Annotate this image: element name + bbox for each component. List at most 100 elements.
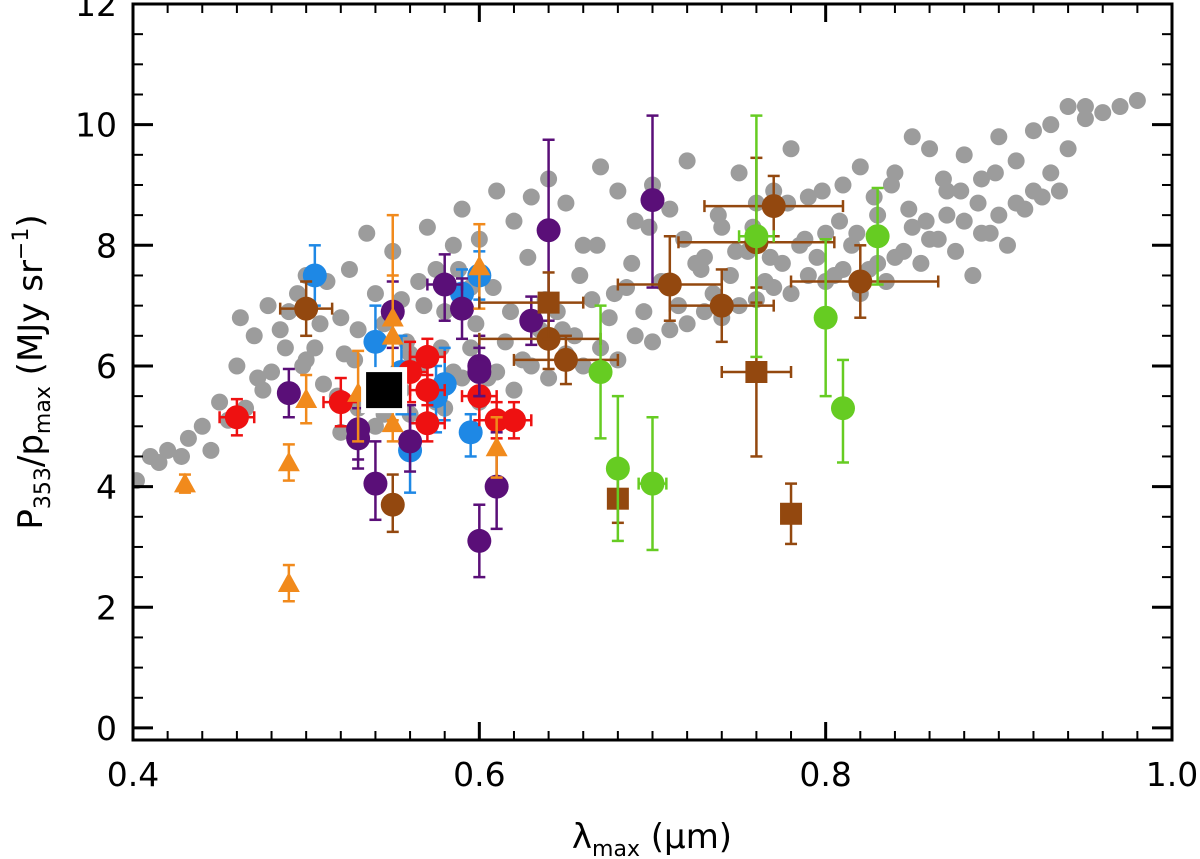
gray-cloud-point	[721, 266, 739, 284]
gray-cloud-point	[782, 140, 800, 158]
green-point	[588, 304, 613, 440]
purple-marker	[432, 272, 457, 297]
gray-cloud-point	[505, 212, 523, 230]
gray-cloud-point	[973, 224, 991, 242]
gray-cloud-point	[791, 236, 809, 254]
gray-cloud-point	[249, 369, 267, 387]
orange-marker	[381, 324, 404, 345]
gray-cloud-point	[496, 333, 514, 351]
brown-squares-marker	[537, 291, 560, 314]
gray-cloud-point	[245, 327, 263, 345]
gray-cloud-point	[986, 164, 1004, 182]
gray-cloud-point	[259, 297, 277, 315]
purple-point	[450, 277, 475, 341]
purple-point	[467, 503, 492, 579]
gray-cloud-point	[1042, 116, 1060, 134]
purple-point	[276, 367, 301, 419]
gray-cloud-point	[1094, 104, 1112, 122]
gray-cloud-point	[773, 254, 791, 272]
gray-cloud-point	[644, 333, 661, 351]
orange-marker	[277, 572, 300, 592]
orange-point	[468, 222, 491, 310]
gray-cloud-point	[306, 339, 324, 357]
gray-cloud-point	[1042, 164, 1060, 182]
x-tick-label: 1.0	[1146, 755, 1198, 794]
orange-marker	[173, 472, 196, 493]
gray-cloud-point	[1076, 98, 1094, 116]
gray-cloud-point	[834, 176, 852, 194]
green-marker	[605, 456, 630, 481]
purple-marker	[450, 296, 475, 321]
brown-squares-marker	[780, 502, 803, 525]
purple-marker	[467, 528, 492, 553]
red-marker	[224, 405, 249, 430]
gray-cloud-layer	[133, 92, 1146, 490]
brown-circles-marker	[380, 492, 405, 517]
red-marker	[501, 408, 526, 433]
green-point	[605, 394, 630, 543]
gray-cloud-point	[609, 182, 627, 200]
gray-cloud-point	[1111, 98, 1129, 116]
orange-marker	[468, 255, 491, 276]
gray-cloud-point	[851, 158, 869, 176]
gray-cloud-point	[574, 357, 592, 375]
x-tick-label: 0.4	[107, 755, 159, 794]
gray-cloud-point	[600, 309, 618, 327]
gray-cloud-point	[1007, 194, 1025, 212]
gray-cloud-point	[346, 351, 364, 369]
green-marker	[640, 471, 665, 496]
gray-cloud-point	[661, 200, 679, 218]
gray-cloud-point	[583, 291, 601, 309]
gray-cloud-point	[998, 236, 1016, 254]
red-marker	[415, 411, 440, 436]
gray-cloud-point	[410, 273, 428, 291]
orange-marker	[295, 388, 318, 408]
green-marker	[588, 360, 613, 384]
orange-point	[173, 472, 196, 494]
x-tick-label: 0.6	[453, 755, 505, 794]
gray-cloud-point	[150, 453, 168, 471]
gray-cloud-point	[172, 447, 190, 465]
brown-squares-point	[478, 271, 585, 341]
gray-cloud-point	[817, 224, 835, 242]
gray-cloud-point	[522, 188, 540, 206]
gray-cloud-point	[955, 146, 973, 164]
green-marker	[813, 305, 838, 330]
gray-cloud-point	[488, 182, 506, 200]
gray-cloud-point	[358, 224, 376, 242]
gray-cloud-point	[349, 321, 367, 339]
green-point	[637, 415, 668, 552]
brown-squares-point	[780, 482, 803, 546]
gray-cloud-point	[661, 321, 679, 339]
gray-cloud-point	[886, 248, 904, 266]
brown-circles-marker	[553, 347, 578, 372]
green-point	[830, 358, 855, 464]
gray-cloud-point	[799, 266, 817, 284]
brown-circles-marker	[709, 293, 734, 318]
gray-cloud-point	[865, 188, 883, 206]
gray-cloud-point	[969, 194, 987, 212]
red-point	[218, 397, 256, 437]
gray-cloud-point	[695, 303, 713, 321]
orange-point	[295, 373, 318, 425]
orange-point	[277, 443, 300, 482]
y-tick-label: 10	[75, 106, 117, 145]
y-tick-label: 8	[96, 226, 117, 265]
y-tick-label: 0	[96, 709, 117, 748]
gray-cloud-point	[635, 303, 653, 321]
gray-cloud-point	[1128, 92, 1146, 110]
gray-cloud-point	[687, 254, 705, 272]
purple-marker	[467, 360, 492, 384]
green-marker	[744, 224, 769, 249]
purple-point	[398, 403, 423, 473]
red-marker	[328, 390, 353, 415]
purple-marker	[536, 218, 561, 243]
brown-circles-point	[703, 174, 845, 238]
gray-cloud-point	[626, 212, 644, 230]
gray-cloud-point	[765, 279, 783, 297]
gray-cloud-point	[453, 200, 471, 218]
red-point	[408, 337, 446, 377]
brown-circles-marker	[848, 269, 873, 294]
purple-marker	[398, 429, 423, 454]
gray-cloud-point	[502, 303, 520, 321]
